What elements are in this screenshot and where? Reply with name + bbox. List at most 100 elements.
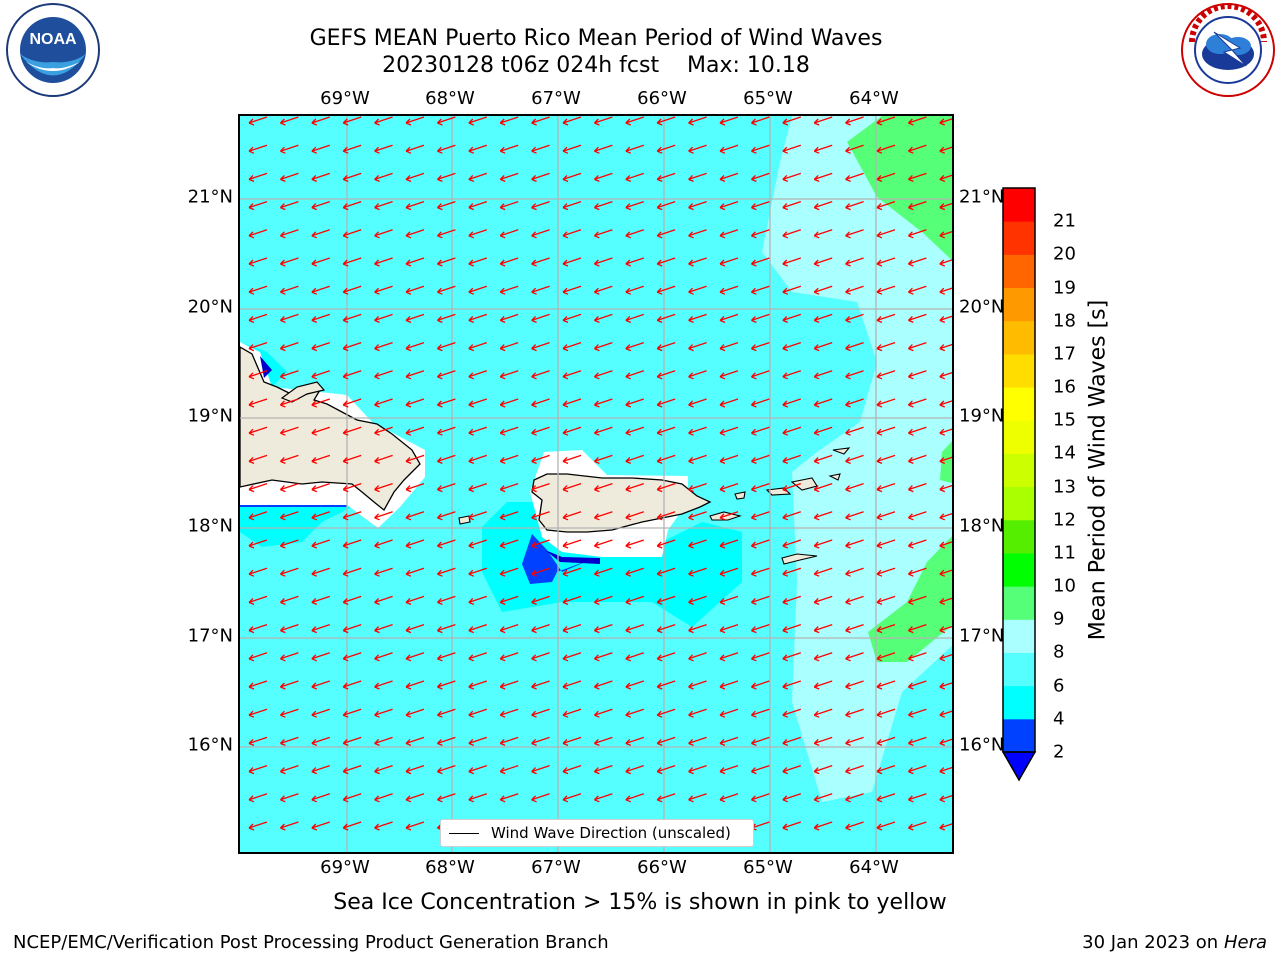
wind-wave-arrow (342, 595, 362, 606)
colorbar-tick-label: 16 (1053, 376, 1076, 398)
wind-wave-arrow (656, 144, 676, 154)
wind-wave-arrow (688, 172, 707, 183)
wind-wave-arrow (311, 172, 331, 183)
map-panel[interactable]: Wind Wave Direction (unscaled) (238, 114, 954, 854)
wind-wave-arrow (907, 144, 927, 154)
wind-wave-arrow (907, 370, 927, 380)
wind-wave-arrow (845, 370, 864, 380)
wind-wave-arrow (813, 144, 833, 154)
wind-wave-arrow (562, 793, 582, 803)
map-subtitle: 20230128 t06z 024h fcst Max: 10.18 (382, 53, 810, 78)
wind-wave-arrow (342, 511, 362, 521)
colorbar-tick-label: 10 (1053, 575, 1076, 597)
wind-wave-arrow (405, 200, 425, 211)
wind-wave-arrow (593, 172, 613, 183)
wind-wave-arrow (625, 370, 645, 380)
wind-wave-arrow (405, 370, 425, 380)
colorbar-cell (1003, 188, 1035, 222)
wind-wave-arrow (656, 398, 676, 408)
sea-ice-note: Sea Ice Concentration > 15% is shown in … (333, 890, 947, 915)
wind-wave-arrow (468, 595, 488, 606)
wind-wave-arrow (342, 285, 362, 295)
wind-wave-arrow (939, 597, 952, 606)
wind-wave-arrow (625, 454, 645, 465)
wind-wave-arrow (750, 144, 770, 154)
wind-wave-arrow (311, 116, 331, 126)
wind-wave-arrow (907, 482, 927, 493)
wind-wave-arrow (248, 821, 268, 831)
wind-wave-arrow (342, 144, 362, 154)
wind-wave-arrow (625, 398, 645, 408)
wind-wave-arrow (813, 539, 833, 549)
wind-wave-arrow (531, 652, 550, 662)
wind-wave-arrow (499, 454, 519, 465)
wind-wave-arrow (374, 370, 393, 380)
wind-wave-arrow (405, 229, 425, 239)
wind-wave-arrow (531, 370, 550, 380)
wind-wave-arrow (405, 454, 425, 465)
colorbar-cell (1003, 420, 1035, 454)
wind-wave-arrow (436, 764, 456, 775)
wind-wave-arrow (939, 400, 952, 408)
wind-wave-arrow (279, 398, 299, 408)
wind-wave-arrow (688, 454, 707, 465)
wind-wave-arrow (750, 567, 770, 577)
wind-wave-arrow (468, 623, 488, 634)
wind-wave-arrow (593, 144, 613, 154)
wind-wave-arrow (436, 623, 456, 634)
wind-wave-arrow (876, 764, 896, 775)
wind-wave-arrow (782, 172, 802, 183)
wind-wave-arrow (593, 623, 613, 634)
land-mona (458, 515, 471, 525)
wind-wave-arrow (248, 172, 268, 183)
colorbar-tick-label: 11 (1053, 542, 1076, 564)
wind-wave-arrow (468, 454, 488, 465)
wind-wave-arrow (562, 652, 582, 662)
wind-wave-arrow (939, 795, 952, 803)
wind-wave-arrow (593, 680, 613, 690)
colorbar-cell (1003, 586, 1035, 620)
wind-wave-arrow (374, 229, 393, 239)
wind-wave-arrow (750, 764, 770, 775)
wind-wave-arrow (625, 708, 645, 718)
wind-wave-arrow (782, 426, 802, 436)
wind-wave-arrow (813, 172, 833, 183)
wind-wave-arrow (593, 116, 613, 126)
wind-wave-arrow (562, 313, 582, 324)
wind-wave-arrow (688, 623, 707, 634)
wind-wave-arrow (248, 116, 268, 126)
wind-wave-arrow (593, 793, 613, 803)
wind-wave-arrow (436, 200, 456, 211)
wind-wave-arrow (876, 398, 896, 408)
wind-wave-arrow (405, 567, 425, 577)
wind-wave-arrow (625, 257, 645, 267)
wind-wave-arrow (719, 652, 739, 662)
wind-wave-arrow (939, 372, 952, 380)
wind-wave-arrow (845, 680, 864, 690)
wind-wave-arrow (562, 595, 582, 606)
wind-wave-arrow (845, 172, 864, 183)
colorbar-under-triangle (1001, 751, 1037, 782)
wind-wave-arrow (468, 539, 488, 549)
wind-wave-arrow (750, 229, 770, 239)
colorbar-title: Mean Period of Wind Waves [s] (1085, 299, 1111, 641)
land-culebra (734, 491, 746, 500)
wind-wave-arrow (750, 652, 770, 662)
wind-wave-arrow (468, 172, 488, 183)
wind-wave-arrow (939, 231, 952, 239)
wind-wave-arrow (750, 595, 770, 606)
wind-wave-arrow (499, 426, 519, 436)
colorbar-cell (1003, 287, 1035, 322)
graticule (240, 116, 952, 852)
wind-wave-arrow (876, 285, 896, 295)
wind-wave-arrow (876, 736, 896, 747)
wind-wave-arrow (939, 287, 952, 295)
wind-wave-arrow (876, 313, 896, 324)
wind-wave-arrow (907, 285, 927, 295)
wind-wave-arrow (531, 426, 550, 436)
wind-wave-arrow (468, 341, 488, 352)
land-virgin-islands-3 (828, 473, 841, 481)
colorbar-tick-label: 9 (1053, 608, 1065, 630)
wind-wave-arrow (499, 623, 519, 634)
wind-wave-arrow (876, 793, 896, 803)
